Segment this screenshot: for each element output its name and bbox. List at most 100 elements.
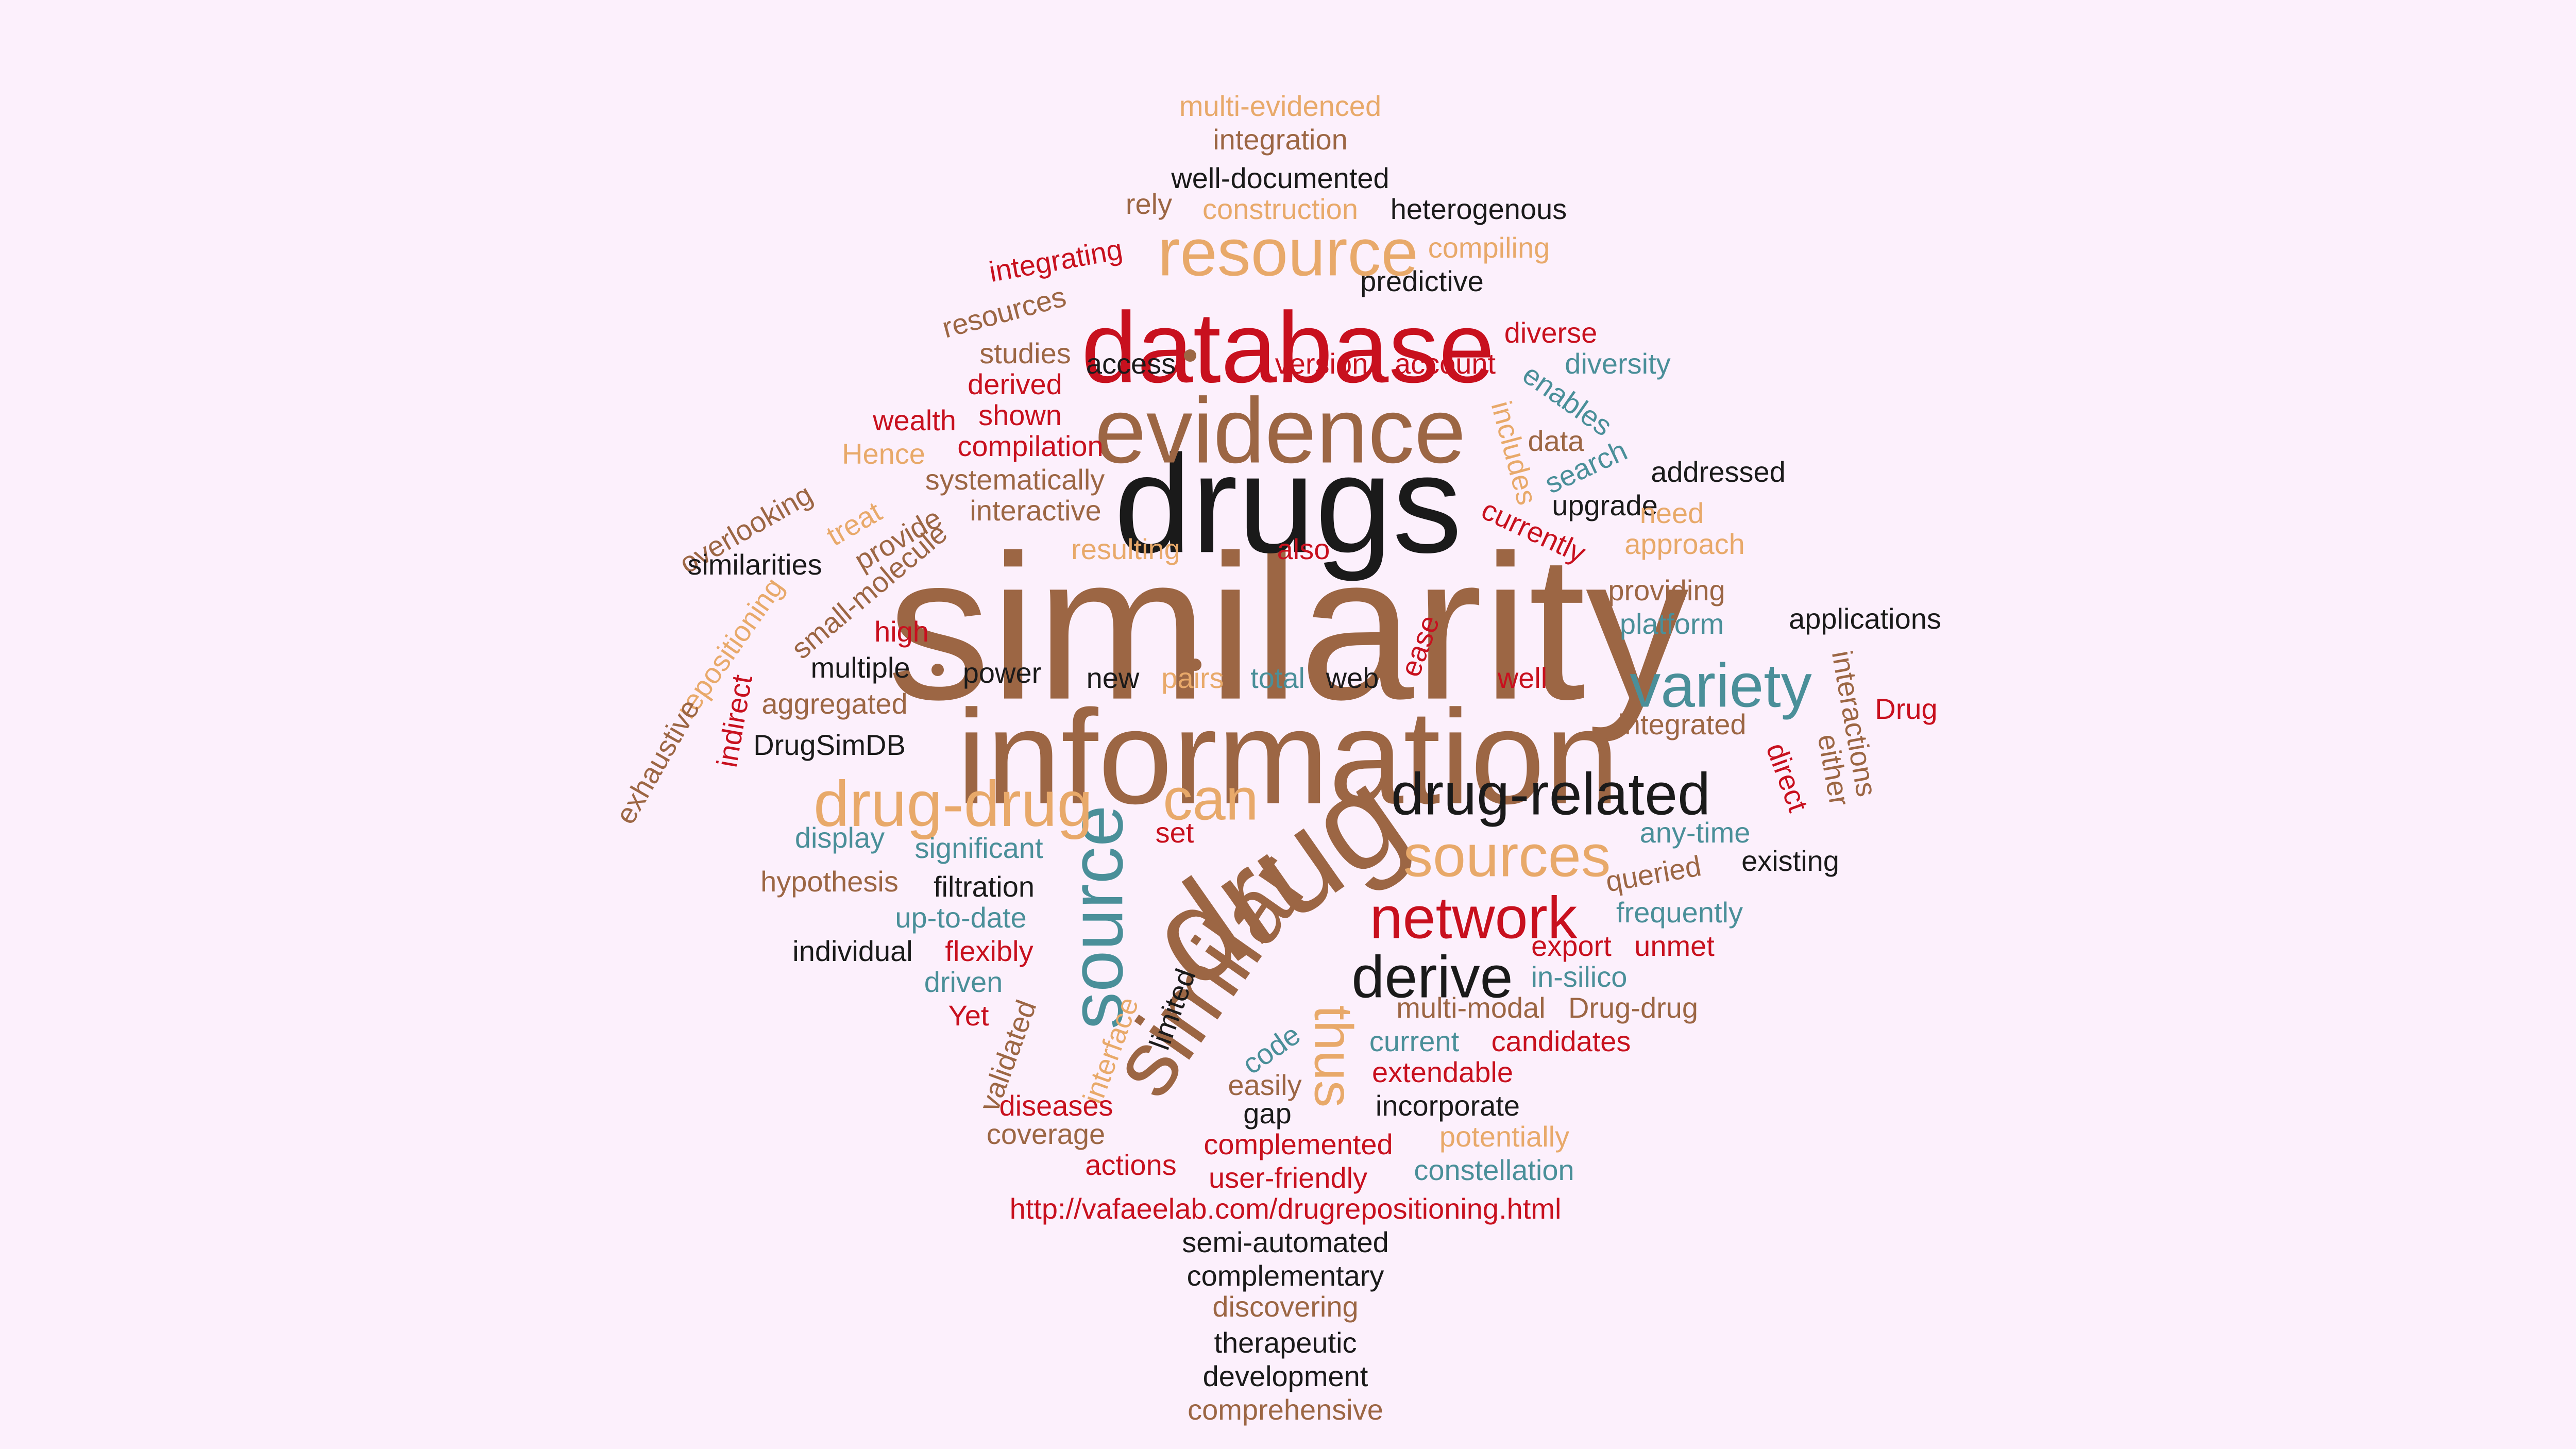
word-constellation: constellation bbox=[1414, 1154, 1574, 1186]
word-integrating: integrating bbox=[987, 233, 1125, 288]
word-variety: variety bbox=[1630, 651, 1811, 720]
word-development: development bbox=[1203, 1360, 1368, 1392]
word-high: high bbox=[874, 615, 929, 648]
word-derived: derived bbox=[968, 368, 1062, 400]
word-evidence: evidence bbox=[1095, 379, 1466, 483]
word-export: export bbox=[1531, 930, 1612, 962]
word-potentially: potentially bbox=[1439, 1120, 1569, 1153]
word-resulting: resulting bbox=[1071, 533, 1180, 565]
word-existing: existing bbox=[1741, 845, 1839, 877]
word-easily: easily bbox=[1228, 1069, 1301, 1101]
word-hypothesis: hypothesis bbox=[760, 865, 899, 898]
word-filtration: filtration bbox=[934, 870, 1035, 903]
word-aggregated: aggregated bbox=[761, 687, 907, 720]
word-user-friendly: user-friendly bbox=[1209, 1161, 1367, 1194]
word-similarities: similarities bbox=[687, 548, 822, 581]
word-source: source bbox=[1055, 805, 1138, 1029]
word-current: current bbox=[1369, 1025, 1460, 1057]
word-compilation: compilation bbox=[957, 430, 1103, 462]
word-diversity: diversity bbox=[1565, 347, 1670, 380]
word-hence: Hence bbox=[842, 437, 925, 470]
word-sources: sources bbox=[1403, 823, 1611, 889]
word-queried: queried bbox=[1603, 849, 1704, 898]
word-new: new bbox=[1087, 662, 1140, 694]
word-multiple: multiple bbox=[811, 651, 910, 684]
word-applications: applications bbox=[1789, 602, 1941, 635]
word-heterogenous: heterogenous bbox=[1391, 193, 1567, 225]
word-driven: driven bbox=[924, 966, 1003, 998]
word-any-time: any-time bbox=[1640, 816, 1751, 849]
word-diverse: diverse bbox=[1504, 316, 1598, 349]
word-construction: construction bbox=[1202, 193, 1358, 225]
word-addressed: addressed bbox=[1651, 456, 1786, 488]
word-need: need bbox=[1640, 497, 1704, 529]
word-frequently: frequently bbox=[1616, 896, 1743, 929]
word-incorporate: incorporate bbox=[1376, 1089, 1520, 1122]
word-extendable: extendable bbox=[1372, 1056, 1513, 1088]
word-significant: significant bbox=[914, 832, 1043, 864]
word-systematically: systematically bbox=[925, 463, 1105, 496]
word-wealth: wealth bbox=[872, 404, 956, 436]
word-gap: gap bbox=[1243, 1097, 1291, 1130]
word-actions: actions bbox=[1085, 1149, 1176, 1181]
word-similarity: similarity bbox=[887, 512, 1688, 744]
word-predictive: predictive bbox=[1360, 265, 1484, 297]
word-integrated: integrated bbox=[1618, 708, 1746, 740]
word-multi-modal: multi-modal bbox=[1396, 991, 1545, 1024]
word-access: access bbox=[1086, 347, 1176, 380]
word-comprehensive: comprehensive bbox=[1188, 1393, 1383, 1426]
word-drug-drug: drug-drug bbox=[814, 768, 1093, 840]
word-up-to-date: up-to-date bbox=[895, 901, 1026, 934]
word-web: web bbox=[1326, 662, 1379, 694]
word-resources: resources bbox=[939, 280, 1070, 344]
word-data: data bbox=[1528, 425, 1585, 457]
word-thus: thus bbox=[1303, 1005, 1363, 1107]
word-complementary: complementary bbox=[1187, 1259, 1384, 1292]
word-upgrade: upgrade bbox=[1552, 489, 1658, 521]
word-drugsimdb: DrugSimDB bbox=[753, 729, 906, 761]
word-information: information bbox=[957, 683, 1619, 832]
word-resource: resource bbox=[1158, 214, 1418, 290]
word-compiling: compiling bbox=[1428, 231, 1550, 264]
word-also: also bbox=[1277, 533, 1330, 565]
word-diseases: diseases bbox=[999, 1089, 1113, 1122]
word-interactive: interactive bbox=[970, 494, 1101, 527]
word-semi-automated: semi-automated bbox=[1182, 1226, 1389, 1258]
word-drug-drug: Drug-drug bbox=[1568, 991, 1698, 1024]
decorative-dot bbox=[1385, 666, 1397, 679]
word-total: total bbox=[1250, 662, 1305, 694]
word-multi-evidenced: multi-evidenced bbox=[1179, 90, 1381, 122]
word-drug-related: drug-related bbox=[1391, 761, 1710, 827]
word-studies: studies bbox=[979, 337, 1071, 369]
word-integration: integration bbox=[1213, 123, 1348, 156]
word-candidates: candidates bbox=[1492, 1025, 1631, 1057]
word-well: well bbox=[1497, 662, 1547, 694]
word-database: database bbox=[1081, 292, 1495, 404]
word-providing: providing bbox=[1608, 574, 1725, 606]
word-in-silico: in-silico bbox=[1531, 961, 1628, 993]
word-exhaustive: exhaustive bbox=[609, 694, 706, 829]
word-discovering: discovering bbox=[1212, 1290, 1358, 1323]
word-power: power bbox=[963, 656, 1042, 689]
word-version: version bbox=[1275, 347, 1368, 380]
word-complemented: complemented bbox=[1204, 1128, 1393, 1160]
word-yet: Yet bbox=[948, 999, 989, 1032]
word-flexibly: flexibly bbox=[945, 935, 1033, 967]
word-well-documented: well-documented bbox=[1171, 162, 1389, 194]
word-individual: individual bbox=[792, 935, 913, 967]
word-unmet: unmet bbox=[1634, 930, 1715, 962]
decorative-dot bbox=[1184, 349, 1196, 362]
word-display: display bbox=[795, 821, 885, 854]
word-set: set bbox=[1156, 816, 1194, 849]
word-vafaeelab-com-drugrepositioning-html: http://vafaeelab.com/drugrepositioning.h… bbox=[1010, 1192, 1562, 1225]
word-platform: platform bbox=[1620, 608, 1724, 640]
word-can: can bbox=[1163, 766, 1258, 832]
word-therapeutic: therapeutic bbox=[1214, 1326, 1357, 1359]
decorative-dot bbox=[931, 664, 944, 676]
word-shown: shown bbox=[978, 399, 1062, 431]
word-drug: Drug bbox=[1875, 693, 1937, 725]
word-account: account bbox=[1395, 347, 1496, 380]
decorative-dot bbox=[1189, 659, 1201, 671]
